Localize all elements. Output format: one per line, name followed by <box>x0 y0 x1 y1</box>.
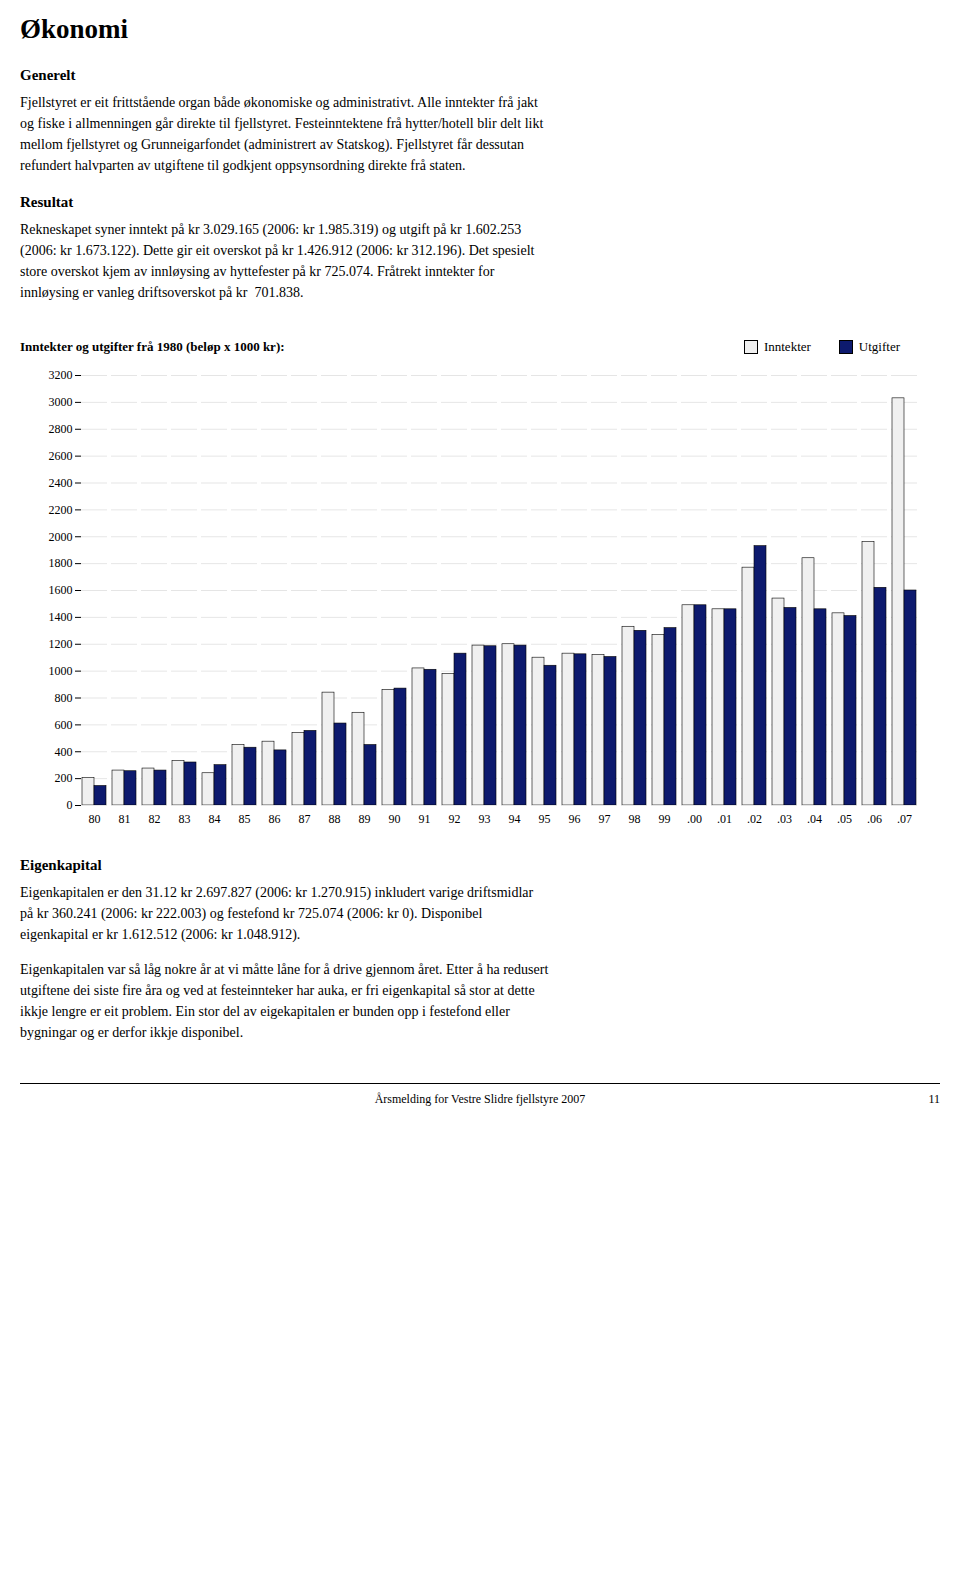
html-text:Eigenkapitalen er den 31.12 kr: Eigenkapitalen er den 31.12 kr 2.697.827… <box>20 885 534 942</box>
svg-text:2400: 2400 <box>49 476 73 490</box>
svg-text:2000: 2000 <box>49 530 73 544</box>
svg-text:1400: 1400 <box>49 610 73 624</box>
svg-text:88: 88 <box>329 812 341 826</box>
svg-text:.07: .07 <box>897 812 912 826</box>
svg-text:91: 91 <box>419 812 431 826</box>
svg-text:81: 81 <box>119 812 131 826</box>
svg-text:0: 0 <box>67 798 73 812</box>
html-text:Inntekter og utgifter frå 1980: Inntekter og utgifter frå 1980 (beløp x … <box>20 339 285 354</box>
html-text:Økonomi: Økonomi <box>20 14 128 44</box>
svg-text:86: 86 <box>269 812 281 826</box>
svg-text:.06: .06 <box>867 812 882 826</box>
svg-text:92: 92 <box>449 812 461 826</box>
svg-text:800: 800 <box>55 691 73 705</box>
html-text:Utgifter: Utgifter <box>858 339 900 354</box>
svg-text:85: 85 <box>239 812 251 826</box>
svg-text:.03: .03 <box>777 812 792 826</box>
svg-text:80: 80 <box>89 812 101 826</box>
html-text:11: 11 <box>928 1092 940 1106</box>
svg-text:89: 89 <box>359 812 371 826</box>
svg-text:97: 97 <box>599 812 611 826</box>
svg-text:1600: 1600 <box>49 583 73 597</box>
html-text:Fjellstyret er eit frittståend: Fjellstyret er eit frittstående organ bå… <box>20 95 544 173</box>
svg-text:2800: 2800 <box>49 422 73 436</box>
svg-text:.04: .04 <box>807 812 822 826</box>
svg-text:83: 83 <box>179 812 191 826</box>
html-text:Eigenkapitalen var så låg nokr: Eigenkapitalen var så låg nokre år at vi… <box>20 962 549 1040</box>
svg-text:98: 98 <box>629 812 641 826</box>
svg-text:82: 82 <box>149 812 161 826</box>
svg-text:2200: 2200 <box>49 503 73 517</box>
html-text:Rekneskapet syner inntekt på k: Rekneskapet syner inntekt på kr 3.029.16… <box>20 222 535 300</box>
svg-text:90: 90 <box>389 812 401 826</box>
html-text:Resultat: Resultat <box>20 194 74 210</box>
svg-text:95: 95 <box>539 812 551 826</box>
svg-text:200: 200 <box>55 771 73 785</box>
svg-text:96: 96 <box>569 812 581 826</box>
html-text:Generelt: Generelt <box>20 67 76 83</box>
svg-text:1000: 1000 <box>49 664 73 678</box>
svg-text:99: 99 <box>659 812 671 826</box>
html-text:Eigenkapital: Eigenkapital <box>20 857 102 873</box>
svg-text:94: 94 <box>509 812 521 826</box>
svg-text:600: 600 <box>55 718 73 732</box>
svg-text:.01: .01 <box>717 812 732 826</box>
svg-text:400: 400 <box>55 745 73 759</box>
svg-text:87: 87 <box>299 812 311 826</box>
svg-text:2600: 2600 <box>49 449 73 463</box>
html-text:Årsmelding for Vestre Slidre f: Årsmelding for Vestre Slidre fjellstyre … <box>374 1092 586 1106</box>
svg-text:93: 93 <box>479 812 491 826</box>
svg-text:3200: 3200 <box>49 368 73 382</box>
svg-text:.02: .02 <box>747 812 762 826</box>
svg-text:1200: 1200 <box>49 637 73 651</box>
svg-text:84: 84 <box>209 812 221 826</box>
html-text:Inntekter: Inntekter <box>763 339 811 354</box>
svg-text:.05: .05 <box>837 812 852 826</box>
svg-text:1800: 1800 <box>49 556 73 570</box>
svg-text:.00: .00 <box>687 812 702 826</box>
svg-text:3000: 3000 <box>49 395 73 409</box>
